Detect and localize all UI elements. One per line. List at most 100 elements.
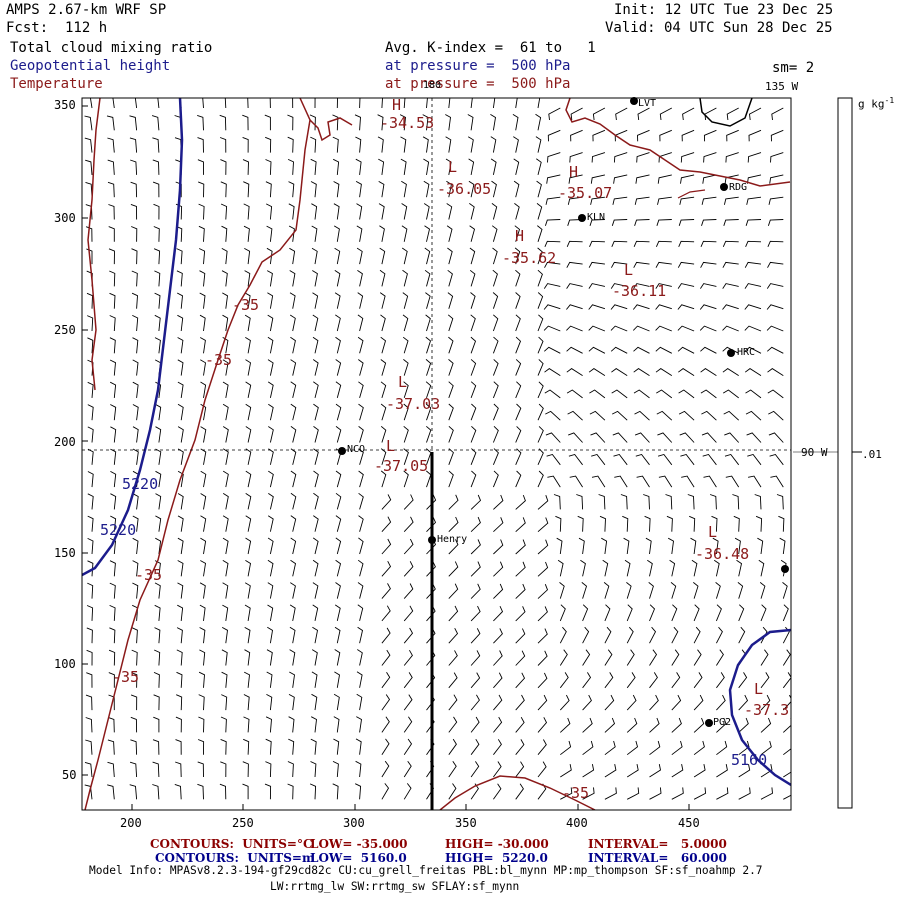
wind-barb (655, 346, 673, 354)
wind-barb (671, 694, 682, 711)
coastline (565, 98, 791, 187)
wind-barb (108, 672, 115, 688)
wind-barb (590, 432, 606, 443)
wind-barb (635, 174, 650, 184)
wind-barb (671, 672, 681, 689)
wind-barb (290, 537, 297, 555)
wind-barb (175, 761, 182, 778)
wind-barb (470, 605, 481, 622)
wind-barb (645, 537, 652, 555)
wind-barb (152, 181, 160, 198)
wind-barb (333, 225, 340, 242)
wind-barb (470, 650, 481, 666)
colorbar-unit: g kg-1 (858, 96, 895, 111)
wind-barb (612, 432, 628, 443)
x-tick: 350 (455, 816, 477, 830)
wind-barb (448, 605, 459, 622)
wind-barb (492, 359, 499, 376)
wind-barb (333, 738, 340, 755)
wind-barb (332, 783, 339, 800)
wind-barb (153, 694, 160, 711)
wind-barb (492, 314, 499, 332)
wind-barb (358, 359, 364, 376)
wind-barb (493, 539, 504, 555)
wind-barb (264, 114, 271, 131)
wind-barb (109, 604, 116, 621)
wind-barb (677, 346, 695, 354)
wind-barb (470, 381, 477, 399)
temp-extreme-value: -35.07 (558, 184, 613, 202)
wind-barb (220, 181, 227, 198)
wind-barb (604, 787, 617, 800)
wind-barb (154, 270, 161, 287)
wind-barb (679, 196, 695, 205)
wind-barb (109, 315, 116, 332)
wind-barb (636, 475, 650, 488)
wind-barb (131, 672, 138, 688)
wind-barb (744, 261, 762, 268)
wind-barb (334, 649, 341, 666)
wind-barb (288, 738, 295, 755)
station-dot (428, 536, 436, 544)
wind-barb (491, 180, 497, 198)
wind-barb (86, 627, 93, 644)
wind-barb (470, 672, 481, 689)
wind-barb (87, 315, 94, 332)
wind-barb (722, 304, 739, 310)
wind-barb (199, 604, 206, 621)
wind-barb (447, 269, 453, 287)
wind-barb (655, 368, 673, 376)
wind-barb (699, 304, 717, 310)
wind-barb (290, 359, 297, 376)
wind-barb (656, 219, 672, 226)
wind-barb (335, 492, 342, 510)
wind-barb (403, 98, 406, 109)
wind-barb (402, 314, 409, 332)
wind-barb (611, 389, 628, 399)
wind-barb (570, 129, 583, 142)
wind-barb (422, 114, 429, 131)
wind-barb (633, 240, 650, 247)
wind-barb (380, 470, 387, 488)
wind-barb (567, 219, 583, 226)
wind-barb (381, 694, 391, 711)
wind-barb (582, 740, 594, 756)
wind-barb (589, 240, 605, 247)
wind-barb (778, 515, 785, 532)
wind-barb (544, 346, 561, 354)
temp-contour-label: -35 (205, 351, 233, 369)
wind-barb (402, 292, 409, 309)
wind-barb (108, 204, 115, 220)
wind-barb (132, 448, 139, 465)
wind-barb (493, 517, 504, 533)
wind-barb (332, 114, 339, 131)
wind-barb (599, 515, 606, 532)
wind-barb (312, 292, 319, 309)
y-tick: 350 (54, 98, 76, 112)
wind-barb (537, 470, 544, 488)
wind-barb (175, 739, 182, 755)
wind-barb (566, 240, 583, 247)
wind-barb (245, 359, 251, 376)
wind-barb (589, 389, 606, 399)
wind-barb (649, 740, 661, 756)
wind-barb (736, 559, 743, 577)
wind-barb (566, 368, 583, 376)
wind-barb (493, 672, 503, 689)
wind-barb (470, 98, 473, 109)
wind-barb (358, 492, 364, 510)
wind-barb (423, 180, 430, 198)
wind-barb (425, 381, 432, 399)
wind-barb (222, 292, 228, 309)
wind-barb (470, 448, 477, 465)
wind-barb (632, 304, 650, 310)
wind-barb (267, 582, 274, 599)
wind-barb (632, 325, 650, 332)
wind-barb (604, 626, 612, 644)
wind-barb (467, 114, 474, 131)
wind-barb (401, 247, 408, 265)
wind-barb (267, 314, 274, 332)
wind-barb (267, 381, 274, 398)
wind-barb (358, 537, 364, 555)
wind-barb (265, 203, 273, 220)
